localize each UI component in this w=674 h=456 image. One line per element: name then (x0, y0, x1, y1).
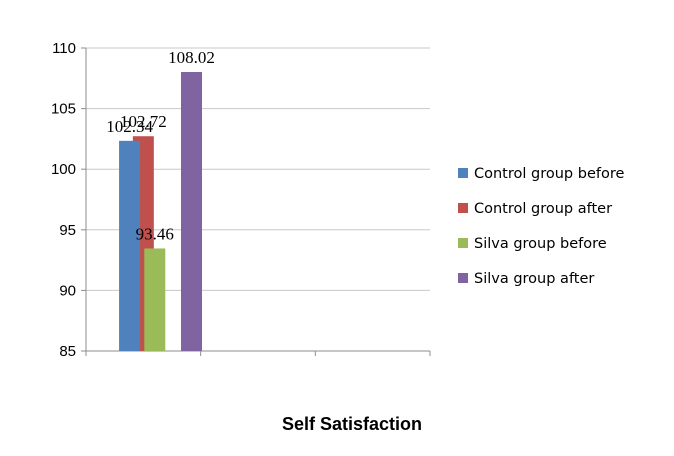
legend-swatch-silva-group-after (458, 273, 468, 283)
legend-label-control-group-before: Control group before (474, 166, 624, 182)
y-tick-label-2: 95 (59, 222, 76, 239)
legend-label-silva-group-before: Silva group before (474, 236, 607, 252)
bars (119, 71, 202, 352)
y-tick-label-3: 100 (51, 161, 76, 178)
legend-swatch-control-group-before (458, 168, 468, 178)
y-tick-label-0: 85 (59, 343, 76, 360)
y-tick-label-5: 110 (52, 40, 76, 57)
y-tick-label-4: 105 (51, 101, 76, 118)
legend-label-control-group-after: Control group after (474, 201, 612, 217)
legend-label-silva-group-after: Silva group after (474, 271, 594, 287)
legend-swatch-silva-group-before (458, 238, 468, 248)
y-tick-label-1: 90 (59, 282, 76, 299)
y-tick-labels: 85 90 95 100 105 110 (51, 40, 76, 360)
chart-title: Self Satisfaction (282, 414, 422, 434)
data-label-control-group-after: 102.72 (120, 112, 167, 131)
legend: Control group before Control group after S… (458, 166, 624, 287)
data-label-control-group-before: 102.34 (106, 117, 153, 136)
data-label-silva-group-before: 93.46 (136, 224, 174, 243)
bar-silva-group-before (144, 248, 166, 351)
data-label-silva-group-after: 108.02 (168, 48, 215, 67)
legend-swatch-control-group-after (458, 203, 468, 213)
bar-control-group-before (119, 140, 141, 351)
bar-silva-group-after (180, 71, 202, 352)
